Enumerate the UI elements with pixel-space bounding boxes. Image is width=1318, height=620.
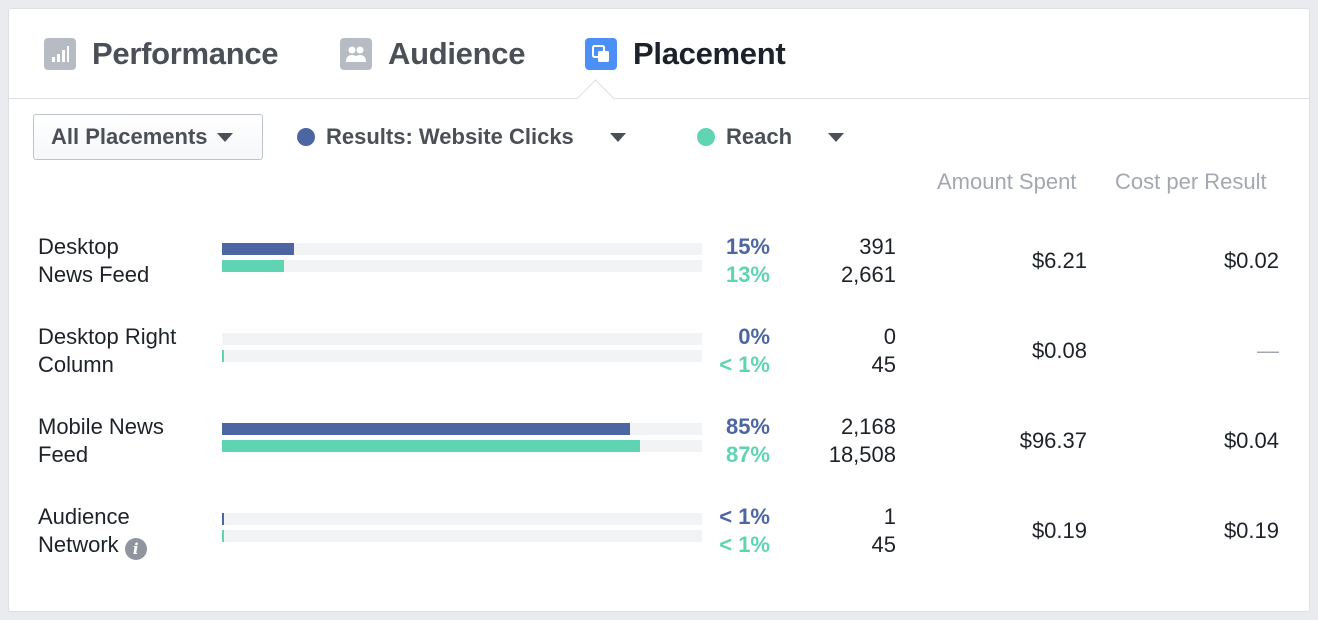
- tab-audience-label: Audience: [388, 36, 526, 71]
- placement-name-line2: Feed: [38, 442, 89, 467]
- results-metric-label: Results: Website Clicks: [326, 124, 574, 149]
- placements-dropdown[interactable]: All Placements: [33, 114, 263, 160]
- reach-bar: [222, 530, 224, 542]
- reach-bar: [222, 440, 640, 452]
- amount-spent-value: $96.37: [1019, 428, 1087, 453]
- placement-icon: [585, 38, 617, 70]
- cost-per-result-header: Cost per Result: [1115, 169, 1267, 194]
- tab-bar: Performance Audience Placement: [9, 9, 1309, 99]
- table-row: Mobile News Feed 85% 87% 2,168 18,508 $96.37 $0…: [9, 413, 1309, 483]
- reach-bar-track: [222, 530, 702, 542]
- reach-percent: < 1%: [719, 352, 770, 377]
- tab-performance[interactable]: Performance: [44, 35, 279, 73]
- results-bar: [222, 513, 224, 525]
- tab-audience[interactable]: Audience: [340, 35, 525, 73]
- results-legend-dot: [297, 128, 315, 146]
- reach-bar: [222, 260, 284, 272]
- chevron-down-icon[interactable]: [609, 132, 626, 142]
- placement-name: Mobile News Feed: [38, 413, 218, 469]
- reach-percent: 13%: [725, 262, 770, 287]
- reach-metric-label: Reach: [726, 124, 793, 149]
- placement-name-line1: Desktop Right: [38, 324, 177, 349]
- results-bar-track: [222, 513, 702, 525]
- table-row: Desktop News Feed 15% 13% 391 2,661 $6.21 $0.02: [9, 233, 1309, 303]
- results-percent: 85%: [725, 414, 770, 439]
- amount-spent-value: $6.21: [1031, 248, 1087, 273]
- cost-per-result-value: —: [1257, 338, 1279, 363]
- results-metric-selector[interactable]: Results: Website Clicks: [297, 114, 626, 160]
- reach-bar-track: [222, 440, 702, 452]
- chevron-down-icon[interactable]: [828, 132, 845, 142]
- results-value: 1: [883, 504, 896, 529]
- tab-placement[interactable]: Placement: [585, 35, 786, 73]
- reach-value: 45: [871, 532, 896, 557]
- placement-name: Audience Network i: [38, 503, 218, 560]
- results-percent: < 1%: [719, 504, 770, 529]
- info-icon[interactable]: i: [124, 538, 147, 560]
- reach-bar-track: [222, 260, 702, 272]
- results-bar-track: [222, 333, 702, 345]
- people-icon: [340, 38, 372, 70]
- results-bar-track: [222, 423, 702, 435]
- reach-percent: < 1%: [719, 532, 770, 557]
- reach-percent: 87%: [725, 442, 770, 467]
- cost-per-result-value: $0.02: [1223, 248, 1279, 273]
- placements-dropdown-label: All Placements: [51, 124, 208, 149]
- placement-name-line2: Column: [38, 352, 114, 377]
- reach-legend-dot: [697, 128, 715, 146]
- results-bar: [222, 423, 630, 435]
- reach-bar-track: [222, 350, 702, 362]
- reach-metric-selector[interactable]: Reach: [697, 114, 845, 160]
- bar-chart-icon: [44, 38, 76, 70]
- results-percent: 0%: [738, 324, 770, 349]
- results-bar: [222, 243, 294, 255]
- tab-performance-label: Performance: [92, 36, 279, 71]
- cost-per-result-value: $0.04: [1223, 428, 1279, 453]
- placement-name-line2: Network: [38, 532, 119, 557]
- tab-placement-label: Placement: [633, 36, 786, 71]
- results-percent: 15%: [725, 234, 770, 259]
- results-value: 391: [859, 234, 896, 259]
- cost-per-result-value: $0.19: [1223, 518, 1279, 543]
- placement-name-line1: Desktop: [38, 234, 119, 259]
- amount-spent-header: Amount Spent: [937, 169, 1077, 194]
- results-bar-track: [222, 243, 702, 255]
- placement-name-line1: Audience: [38, 504, 130, 529]
- placement-name-line2: News Feed: [38, 262, 150, 287]
- amount-spent-value: $0.08: [1031, 338, 1087, 363]
- reach-value: 45: [871, 352, 896, 377]
- amount-spent-value: $0.19: [1031, 518, 1087, 543]
- table-row: Audience Network i < 1% < 1% 1 45 $0.19 $0.19: [9, 503, 1309, 573]
- results-value: 2,168: [840, 414, 896, 439]
- table-row: Desktop Right Column 0% < 1% 0 45 $0.08 —: [9, 323, 1309, 393]
- reach-bar: [222, 350, 224, 362]
- reach-value: 18,508: [828, 442, 896, 467]
- placement-name: Desktop News Feed: [38, 233, 218, 289]
- placement-name-line1: Mobile News: [38, 414, 164, 439]
- placement-name: Desktop Right Column: [38, 323, 218, 379]
- controls-bar: All Placements Results: Website Clicks R…: [9, 114, 1309, 164]
- chevron-down-icon: [216, 132, 233, 142]
- placement-card: Performance Audience Placement All Place…: [8, 8, 1310, 612]
- results-value: 0: [883, 324, 896, 349]
- reach-value: 2,661: [840, 262, 896, 287]
